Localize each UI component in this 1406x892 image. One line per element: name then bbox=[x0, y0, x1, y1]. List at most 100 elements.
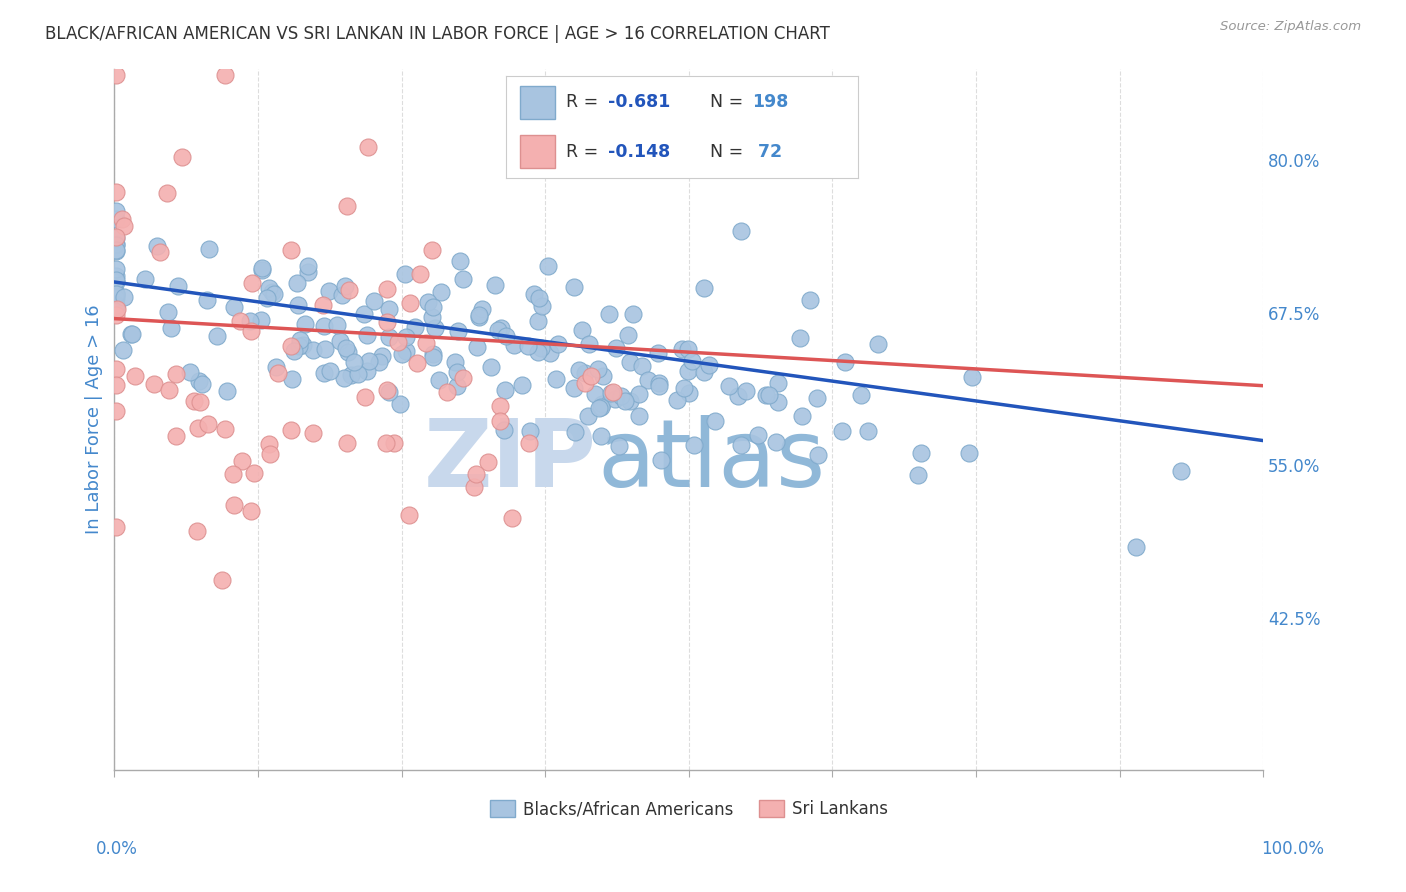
Point bbox=[356, 327, 378, 342]
Point bbox=[314, 342, 336, 356]
Point bbox=[292, 338, 315, 352]
Point bbox=[960, 370, 983, 384]
Point bbox=[222, 498, 245, 512]
Point bbox=[666, 393, 689, 408]
Point bbox=[581, 368, 603, 383]
Point bbox=[347, 367, 370, 381]
Point bbox=[717, 379, 740, 393]
Point bbox=[377, 384, 399, 399]
Point bbox=[297, 260, 319, 274]
Point bbox=[699, 358, 721, 372]
Point bbox=[301, 343, 323, 357]
Point bbox=[179, 365, 201, 379]
Text: -0.148: -0.148 bbox=[607, 143, 671, 161]
Point bbox=[519, 424, 541, 438]
Legend: Blacks/African Americans, Sri Lankans: Blacks/African Americans, Sri Lankans bbox=[484, 793, 894, 825]
Point bbox=[447, 324, 470, 338]
Point bbox=[544, 372, 567, 386]
Point bbox=[423, 320, 446, 334]
Point bbox=[157, 383, 180, 397]
Point bbox=[363, 293, 385, 308]
Point bbox=[259, 437, 281, 451]
Point bbox=[250, 261, 273, 276]
Text: 72: 72 bbox=[752, 143, 782, 161]
Point bbox=[167, 279, 190, 293]
Point bbox=[755, 388, 778, 402]
FancyBboxPatch shape bbox=[520, 136, 555, 168]
Point bbox=[446, 365, 468, 379]
Point bbox=[610, 389, 633, 403]
Point bbox=[104, 285, 127, 300]
Point bbox=[856, 424, 879, 438]
Point bbox=[957, 446, 980, 460]
Point bbox=[387, 335, 409, 350]
Point bbox=[339, 368, 361, 382]
Point bbox=[619, 394, 641, 409]
Point bbox=[758, 388, 780, 402]
Point bbox=[693, 365, 716, 379]
Point bbox=[409, 268, 432, 282]
Point bbox=[186, 524, 208, 539]
Point bbox=[727, 389, 749, 403]
Text: atlas: atlas bbox=[598, 416, 825, 508]
Point bbox=[112, 219, 135, 233]
Point bbox=[568, 362, 591, 376]
Point bbox=[375, 282, 398, 296]
Text: 100.0%: 100.0% bbox=[1261, 840, 1324, 858]
Point bbox=[104, 275, 127, 289]
Point bbox=[494, 423, 516, 437]
Point bbox=[907, 468, 929, 483]
Point bbox=[834, 355, 856, 369]
Point bbox=[451, 371, 474, 385]
Point bbox=[343, 355, 366, 369]
Point bbox=[188, 394, 211, 409]
Point bbox=[195, 293, 218, 308]
Point bbox=[730, 438, 752, 452]
Point bbox=[683, 438, 706, 452]
Point bbox=[501, 510, 523, 524]
Point bbox=[104, 300, 127, 314]
Point bbox=[491, 320, 513, 334]
Point bbox=[671, 342, 693, 356]
Point bbox=[197, 417, 219, 431]
Point bbox=[288, 339, 311, 353]
Point bbox=[335, 341, 357, 355]
Point bbox=[378, 330, 401, 344]
Point bbox=[149, 244, 172, 259]
Point bbox=[527, 314, 550, 328]
Point bbox=[280, 338, 302, 352]
Point bbox=[592, 368, 614, 383]
Point bbox=[336, 345, 359, 359]
Point bbox=[526, 345, 548, 359]
Point bbox=[910, 446, 932, 460]
Point bbox=[205, 328, 228, 343]
Point bbox=[124, 368, 146, 383]
Point bbox=[156, 304, 179, 318]
Point bbox=[789, 331, 811, 345]
Point bbox=[120, 326, 142, 341]
Point bbox=[583, 387, 606, 401]
Point bbox=[486, 323, 509, 337]
Point bbox=[647, 346, 669, 360]
Point bbox=[537, 260, 560, 274]
Point bbox=[111, 343, 134, 357]
Point bbox=[603, 392, 626, 406]
Point bbox=[609, 439, 631, 453]
Point bbox=[374, 436, 396, 450]
Text: -0.681: -0.681 bbox=[607, 94, 671, 112]
Text: 0.0%: 0.0% bbox=[96, 840, 138, 858]
Point bbox=[799, 293, 821, 307]
Point bbox=[211, 573, 233, 587]
Point bbox=[436, 385, 458, 400]
Point bbox=[294, 318, 316, 332]
Point bbox=[337, 284, 360, 298]
Point bbox=[104, 231, 127, 245]
Point bbox=[484, 278, 506, 293]
Point bbox=[406, 355, 429, 369]
Point bbox=[517, 436, 540, 450]
Point bbox=[586, 362, 609, 376]
Point bbox=[105, 302, 128, 317]
Point bbox=[404, 320, 426, 334]
Point bbox=[494, 383, 516, 397]
Point bbox=[398, 508, 420, 522]
